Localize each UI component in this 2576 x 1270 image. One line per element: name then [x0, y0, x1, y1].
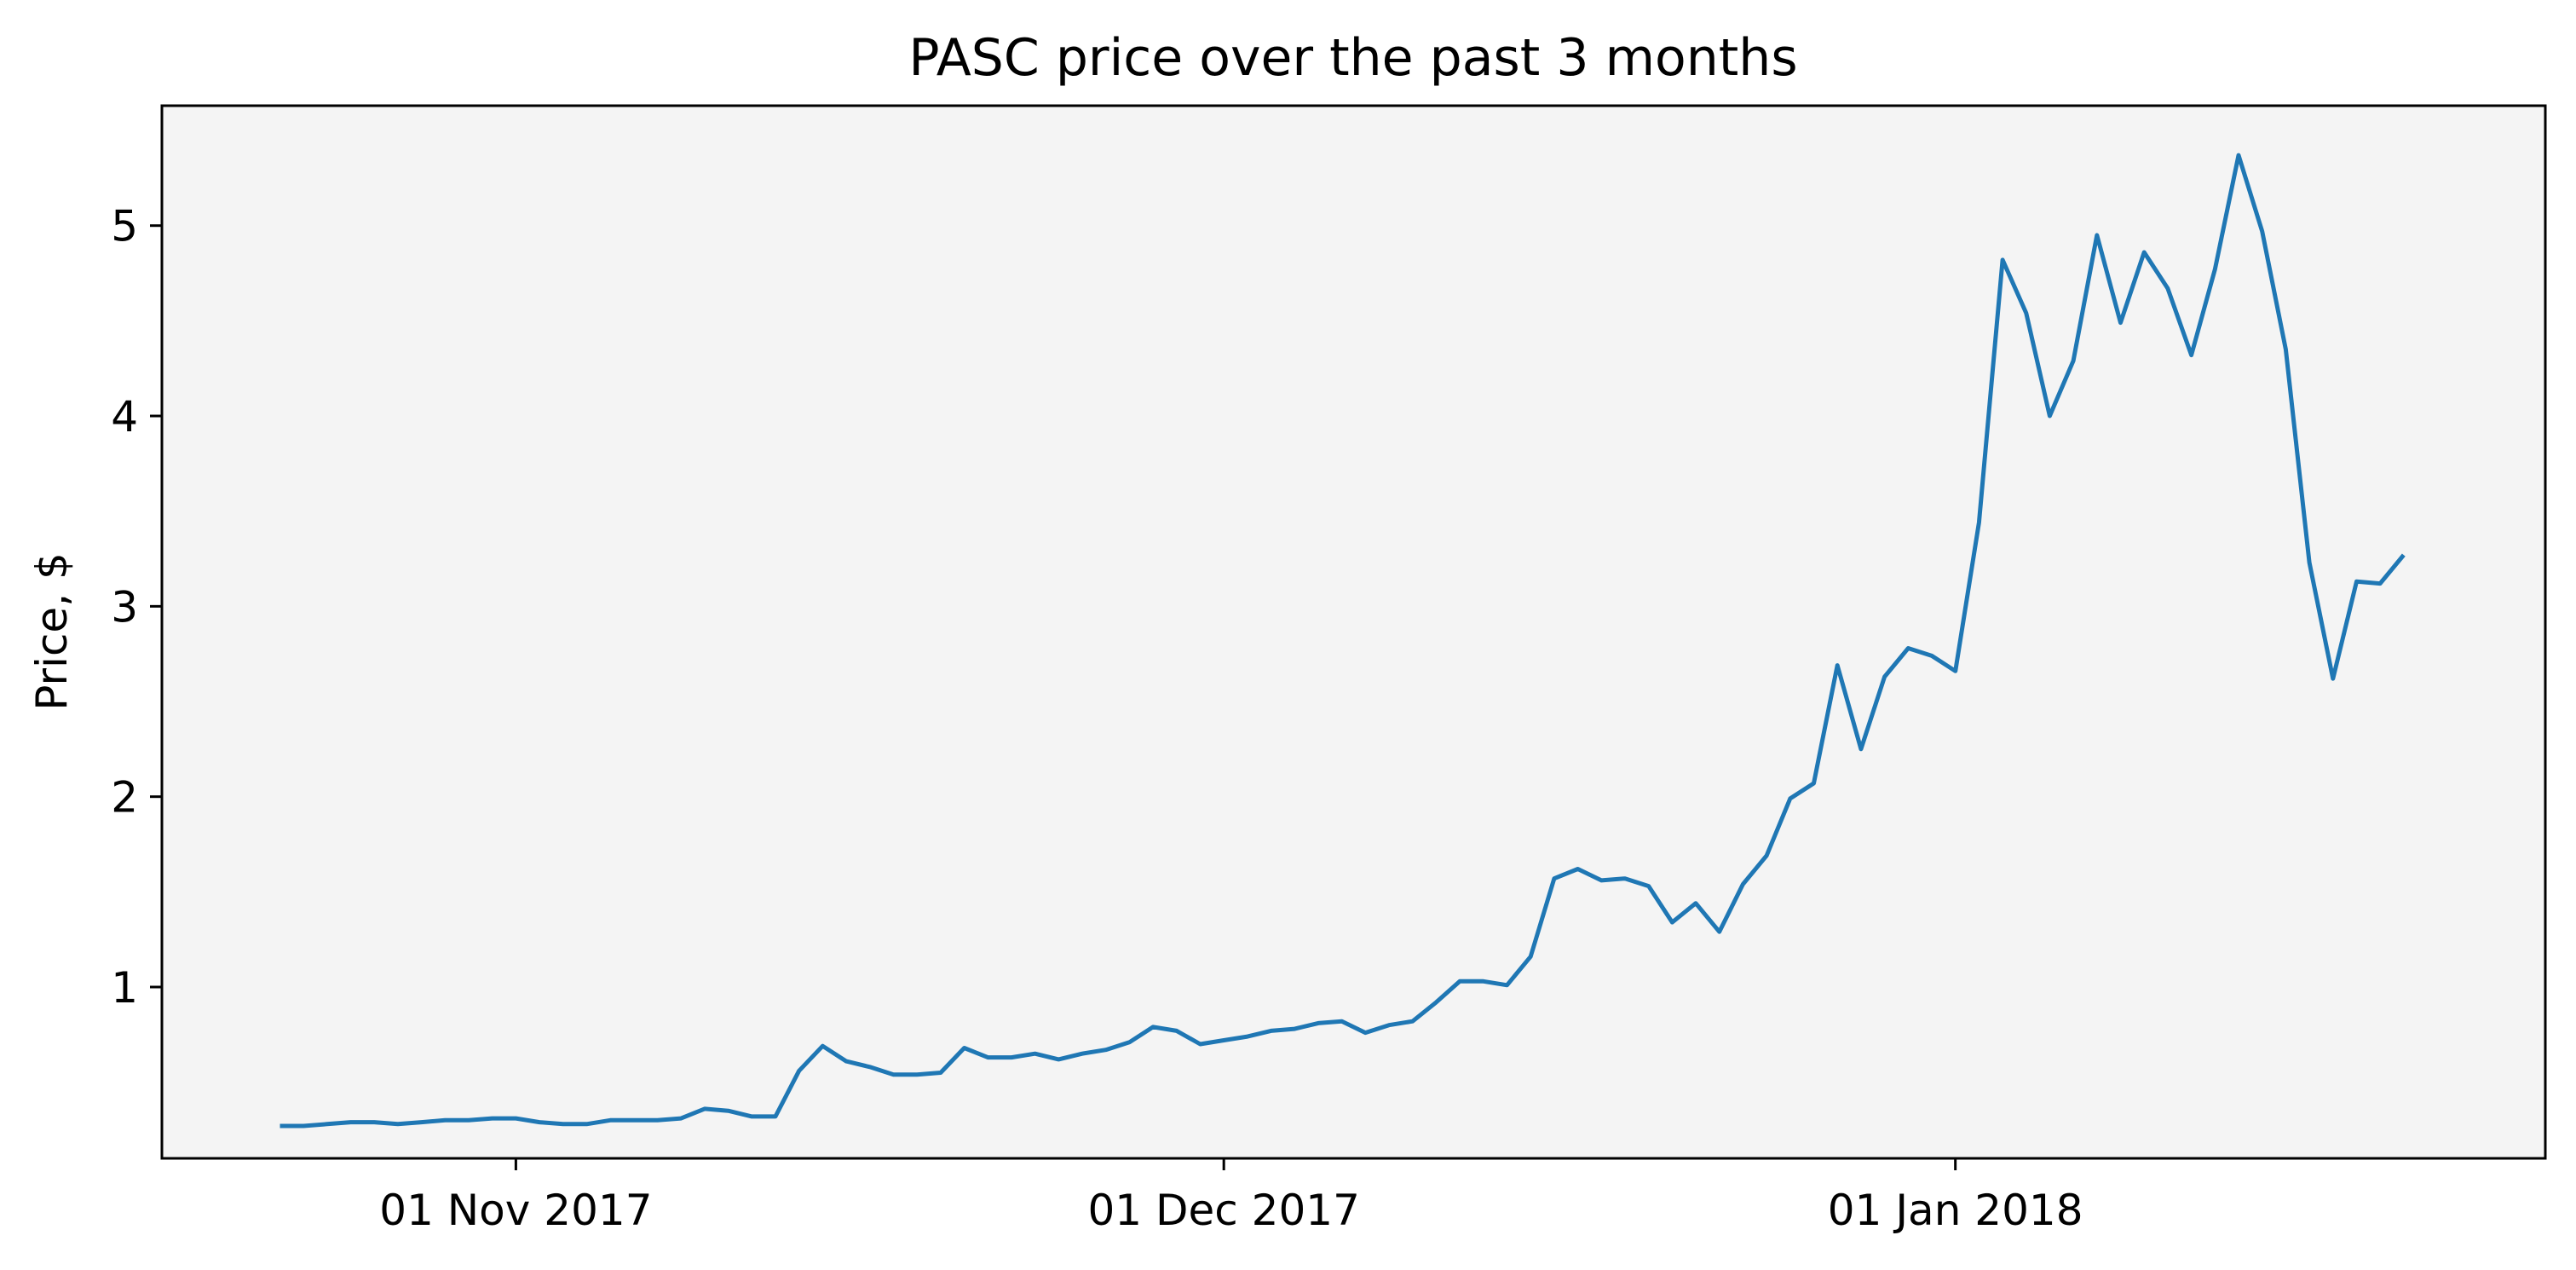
- y-axis-label: Price, $: [27, 552, 77, 711]
- y-axis: 1 2 3 4 5: [111, 202, 162, 1013]
- plot-area: [162, 106, 2545, 1158]
- x-tick-label: 01 Dec 2017: [1087, 1186, 1359, 1235]
- price-series-line: [279, 153, 2406, 1129]
- x-tick-label: 01 Nov 2017: [379, 1186, 652, 1235]
- series-layer: [279, 153, 2406, 1129]
- y-tick-label: 3: [111, 582, 138, 632]
- y-tick-label: 1: [111, 963, 138, 1013]
- chart-title: PASC price over the past 3 months: [908, 28, 1797, 88]
- y-tick-label: 5: [111, 202, 138, 251]
- plot-frame: [160, 104, 2547, 1160]
- x-tick-label: 01 Jan 2018: [1828, 1186, 2083, 1235]
- y-tick-label: 4: [111, 392, 138, 442]
- y-tick-label: 2: [111, 773, 138, 823]
- x-axis: 01 Nov 2017 01 Dec 2017 01 Jan 2018: [379, 1158, 2083, 1235]
